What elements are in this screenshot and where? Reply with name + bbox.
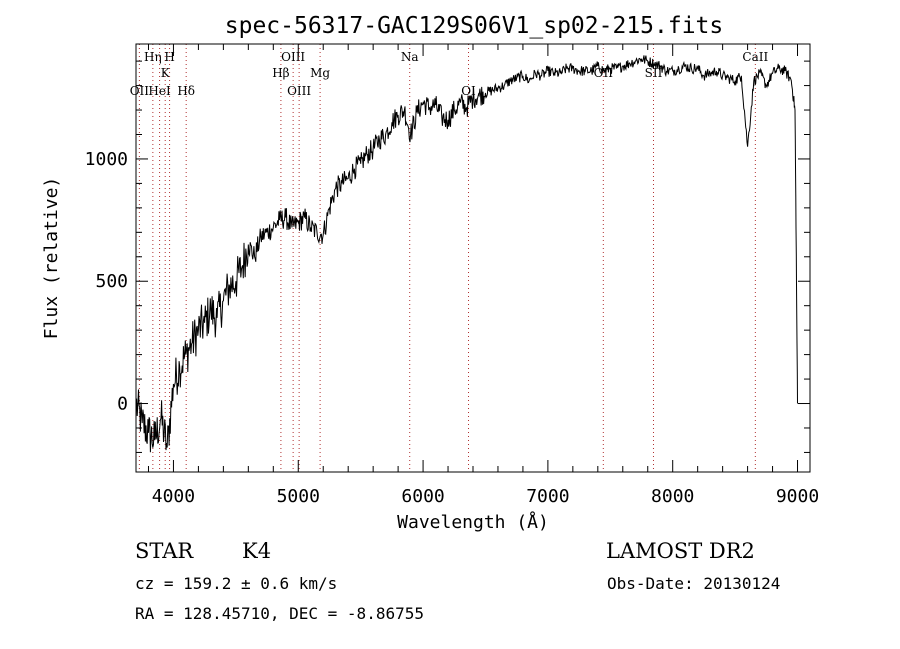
spectral-line-label-7: OIII	[281, 50, 305, 64]
spectral-line-label-0: OII	[130, 84, 150, 98]
spectral-line-label-9: Mg	[310, 66, 330, 80]
spectral-line-label-10: Na	[401, 50, 419, 64]
x-tick-label: 6000	[401, 486, 444, 507]
x-tick-label: 9000	[776, 486, 819, 507]
y-tick-label: 500	[95, 271, 128, 292]
spectral-line-label-1: Hη	[144, 50, 162, 64]
spectral-line-label-6: Hβ	[272, 66, 289, 80]
spectral-line-label-14: CaII	[742, 50, 768, 64]
y-tick-label: 0	[117, 394, 128, 415]
object-subclass: K4	[242, 539, 271, 563]
x-tick-label: 4000	[152, 486, 195, 507]
obs-date: Obs-Date: 20130124	[607, 574, 780, 593]
x-tick-label: 8000	[651, 486, 694, 507]
spectral-line-label-3: K	[161, 66, 171, 80]
plot-frame	[135, 43, 811, 473]
spectral-line-label-11: OI	[461, 84, 476, 98]
chart-title: spec-56317-GAC129S06V1_sp02-215.fits	[225, 13, 724, 39]
x-axis-label: Wavelength (Å)	[397, 511, 549, 533]
spectral-line-label-13: SII	[645, 66, 663, 80]
spectral-line-label-4: H	[164, 50, 174, 64]
survey-name: LAMOST DR2	[606, 539, 755, 563]
x-tick-label: 5000	[277, 486, 320, 507]
spectral-line-label-8: OIII	[287, 84, 311, 98]
spectral-line-label-2: HeI	[148, 84, 171, 98]
spectrum-series	[135, 55, 798, 453]
ra-dec: RA = 128.45710, DEC = -8.86755	[135, 604, 424, 623]
redshift-cz: cz = 159.2 ± 0.6 km/s	[135, 574, 337, 593]
spectral-line-label-5: Hδ	[177, 84, 195, 98]
spectrum-line-0	[135, 55, 798, 453]
y-tick-label: 1000	[85, 149, 128, 170]
y-axis-label: Flux (relative)	[41, 177, 62, 340]
axis-ticks: 4000 5000 6000 7000 8000 9000 0 500 1000	[85, 44, 819, 507]
x-tick-label: 7000	[526, 486, 569, 507]
object-class: STAR	[135, 539, 194, 563]
